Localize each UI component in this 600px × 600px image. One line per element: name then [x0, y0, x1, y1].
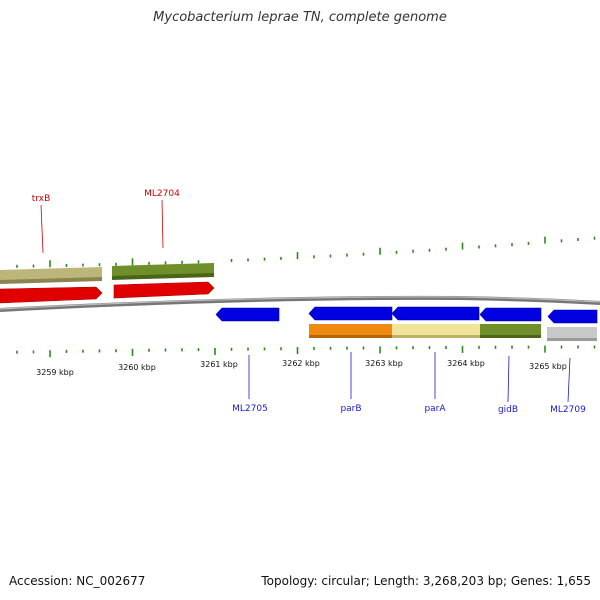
- genome-backbone-highlight: [0, 296, 600, 310]
- gene-label-ml2705[interactable]: ML2705: [232, 404, 268, 414]
- leader-gidb: [507, 355, 510, 403]
- gene-label-ml2704[interactable]: ML2704: [144, 189, 180, 199]
- category-bar-ml2709: [547, 327, 597, 339]
- kbp-label-3264: 3264 kbp: [447, 359, 485, 368]
- leader-trxb: [40, 204, 44, 254]
- kbp-label-3263: 3263 kbp: [365, 359, 403, 368]
- bottom-tick-marks: [16, 345, 596, 358]
- cds-trxb-forward[interactable]: [0, 286, 103, 304]
- cds-para-reverse[interactable]: [391, 306, 480, 321]
- cds-gidb-reverse[interactable]: [479, 307, 542, 322]
- gene-label-gidb[interactable]: gidB: [498, 405, 518, 415]
- cds-ml2704-forward[interactable]: [113, 281, 215, 299]
- gene-label-parb[interactable]: parB: [340, 404, 361, 414]
- category-bar-ml2709-shadow: [547, 338, 597, 341]
- gene-label-trxb[interactable]: trxB: [32, 194, 51, 204]
- category-bar-gidb-shadow: [480, 335, 541, 338]
- category-bar-ml2704-shadow: [112, 273, 214, 280]
- kbp-label-3261: 3261 kbp: [200, 360, 238, 369]
- kbp-label-3259: 3259 kbp: [36, 368, 74, 377]
- leader-ml2709: [567, 357, 571, 403]
- top-tick-marks: [16, 236, 596, 268]
- cds-ml2709-reverse[interactable]: [547, 309, 598, 324]
- genome-backbone: [0, 295, 600, 312]
- cds-ml2705-reverse[interactable]: [215, 307, 280, 322]
- map-title: Mycobacterium leprae TN, complete genome: [153, 10, 447, 25]
- kbp-label-3260: 3260 kbp: [118, 363, 156, 372]
- category-bar-parb-shadow: [309, 335, 392, 338]
- gene-label-para[interactable]: parA: [424, 404, 446, 414]
- gene-label-ml2709[interactable]: ML2709: [550, 405, 586, 415]
- cds-parb-reverse[interactable]: [308, 306, 393, 321]
- leader-ml2704: [161, 199, 164, 249]
- genome-summary-text: Topology: circular; Length: 3,268,203 bp…: [261, 574, 591, 588]
- category-bar-parb: [309, 324, 392, 336]
- category-bar-trxb-shadow: [0, 277, 102, 284]
- kbp-label-3265: 3265 kbp: [529, 362, 567, 371]
- kbp-label-3262: 3262 kbp: [282, 359, 320, 368]
- category-bar-para-shadow: [392, 335, 480, 338]
- accession-text: Accession: NC_002677: [9, 574, 146, 588]
- category-bar-para: [392, 324, 480, 336]
- category-bar-gidb: [480, 324, 541, 336]
